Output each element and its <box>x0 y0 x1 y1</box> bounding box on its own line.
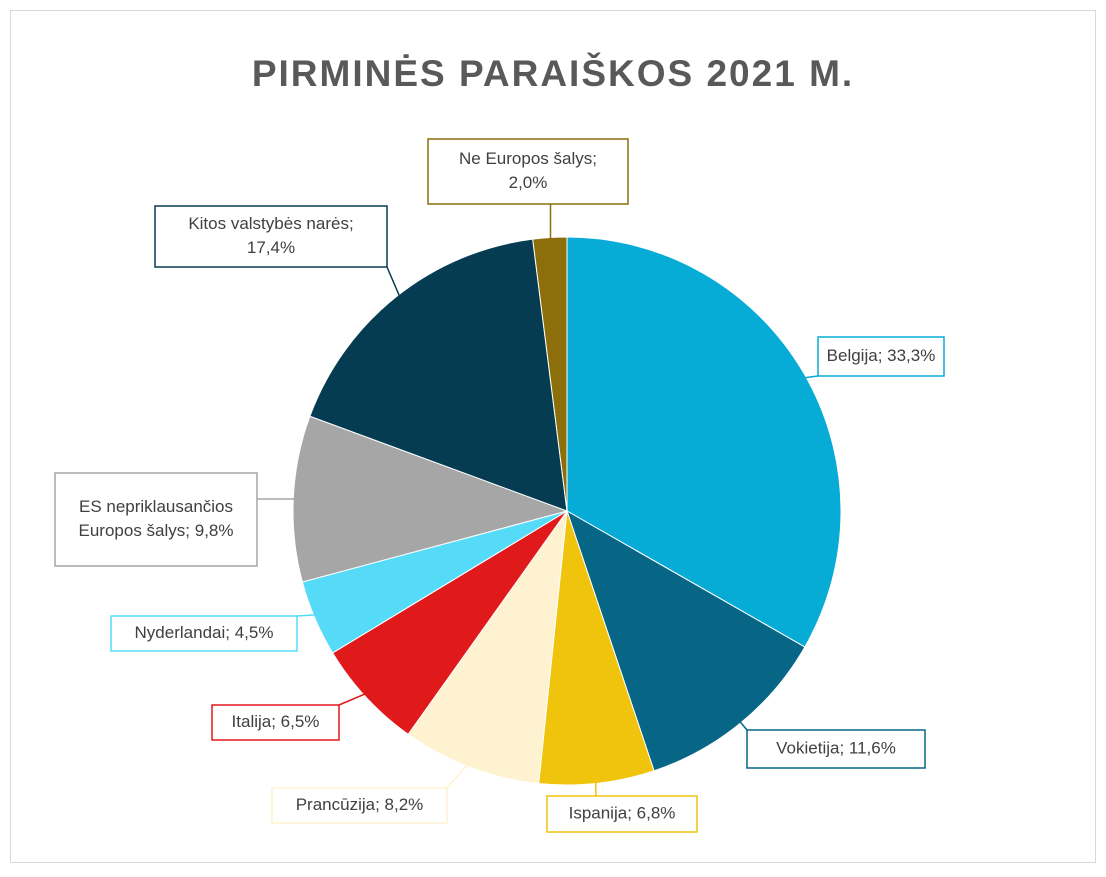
data-label: Italija; 6,5% <box>232 712 320 731</box>
data-label: Prancūzija; 8,2% <box>296 795 424 814</box>
leader-line <box>386 266 405 306</box>
label-box <box>211 704 340 741</box>
data-label: Europos šalys; 9,8% <box>79 521 234 540</box>
leader-line <box>296 613 326 617</box>
label-box <box>271 787 448 824</box>
pie-slice <box>407 509 568 785</box>
label-box <box>54 472 258 567</box>
label-box <box>154 205 388 268</box>
data-label: Belgija; 33,3% <box>827 346 936 365</box>
pie-slice <box>538 510 655 786</box>
data-label: Kitos valstybės narės; <box>188 214 353 233</box>
leader-line <box>733 713 748 731</box>
data-label: Vokietija; 11,6% <box>776 738 896 757</box>
data-label: Ne Europos šalys; <box>459 149 597 168</box>
leader-line <box>338 689 375 706</box>
label-box <box>546 795 698 833</box>
pie-slice <box>566 236 842 648</box>
data-label: 2,0% <box>509 173 548 192</box>
leader-line <box>794 375 819 380</box>
pie-slice <box>331 510 568 735</box>
leader-line <box>446 756 475 789</box>
label-box <box>817 336 945 377</box>
label-box <box>110 615 298 652</box>
label-box <box>746 729 926 769</box>
label-box <box>427 138 629 205</box>
data-label: ES nepriklausančios <box>79 497 233 516</box>
pie-slice <box>309 238 568 512</box>
chart-title: PIRMINĖS PARAIŠKOS 2021 M. <box>252 52 854 94</box>
data-label: Nyderlandai; 4,5% <box>135 623 274 642</box>
data-label: Ispanija; 6,8% <box>569 803 676 822</box>
data-label: 17,4% <box>247 238 295 257</box>
